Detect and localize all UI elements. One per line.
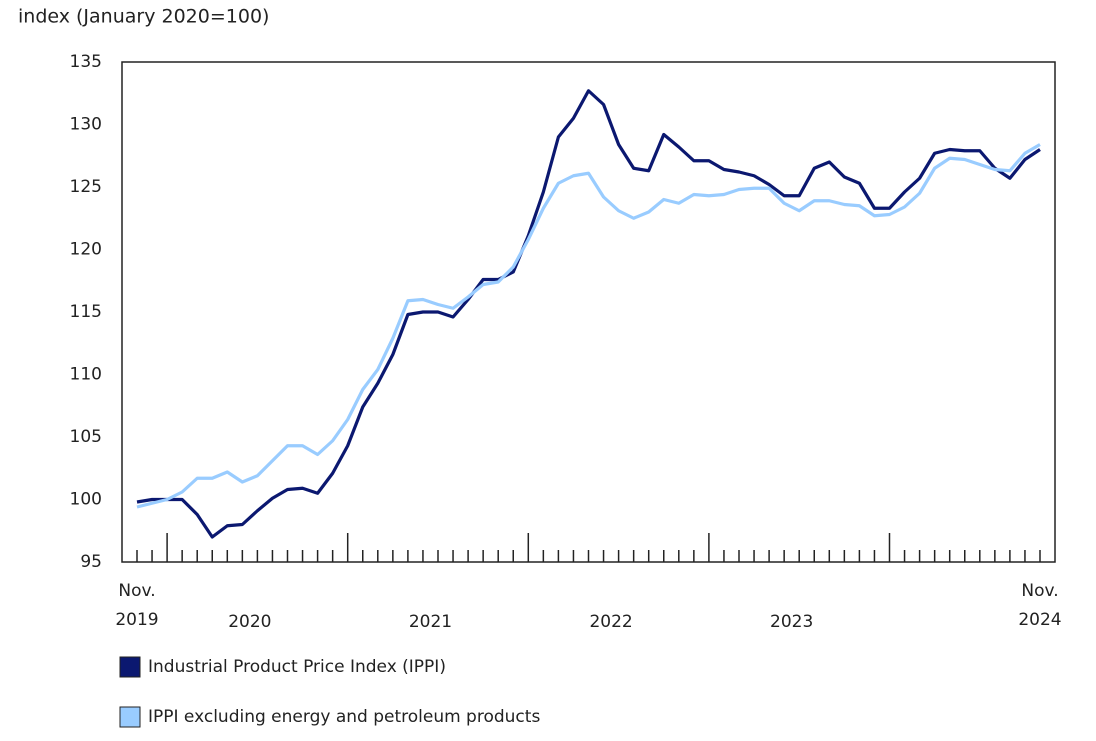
y-tick-label: 125 [70, 177, 102, 197]
series-line [136, 143, 1041, 509]
series-line [136, 89, 1041, 539]
legend-label: IPPI excluding energy and petroleum prod… [148, 707, 540, 727]
y-tick-label: 120 [70, 240, 102, 260]
y-tick-label: 115 [70, 302, 102, 322]
x-year-label: 2022 [589, 612, 632, 632]
plot-frame [121, 61, 1056, 563]
y-tick-label: 95 [80, 552, 102, 572]
legend-label: Industrial Product Price Index (IPPI) [148, 657, 446, 677]
y-tick-label: 100 [70, 490, 102, 510]
y-tick-label: 130 [70, 115, 102, 135]
x-year-label: 2021 [409, 612, 452, 632]
x-year-label: 2023 [770, 612, 813, 632]
y-tick-label: 110 [70, 365, 102, 385]
y-tick-label: 105 [70, 427, 102, 447]
chart-title: index (January 2020=100) [18, 6, 269, 28]
x-year-label: 2020 [228, 612, 271, 632]
x-tick-label: Nov. 2019 [115, 581, 159, 630]
y-tick-label: 135 [70, 52, 102, 72]
x-tick-label: Nov. 2024 [1018, 581, 1062, 630]
legend-swatch [119, 706, 141, 728]
legend-swatch [119, 656, 141, 678]
